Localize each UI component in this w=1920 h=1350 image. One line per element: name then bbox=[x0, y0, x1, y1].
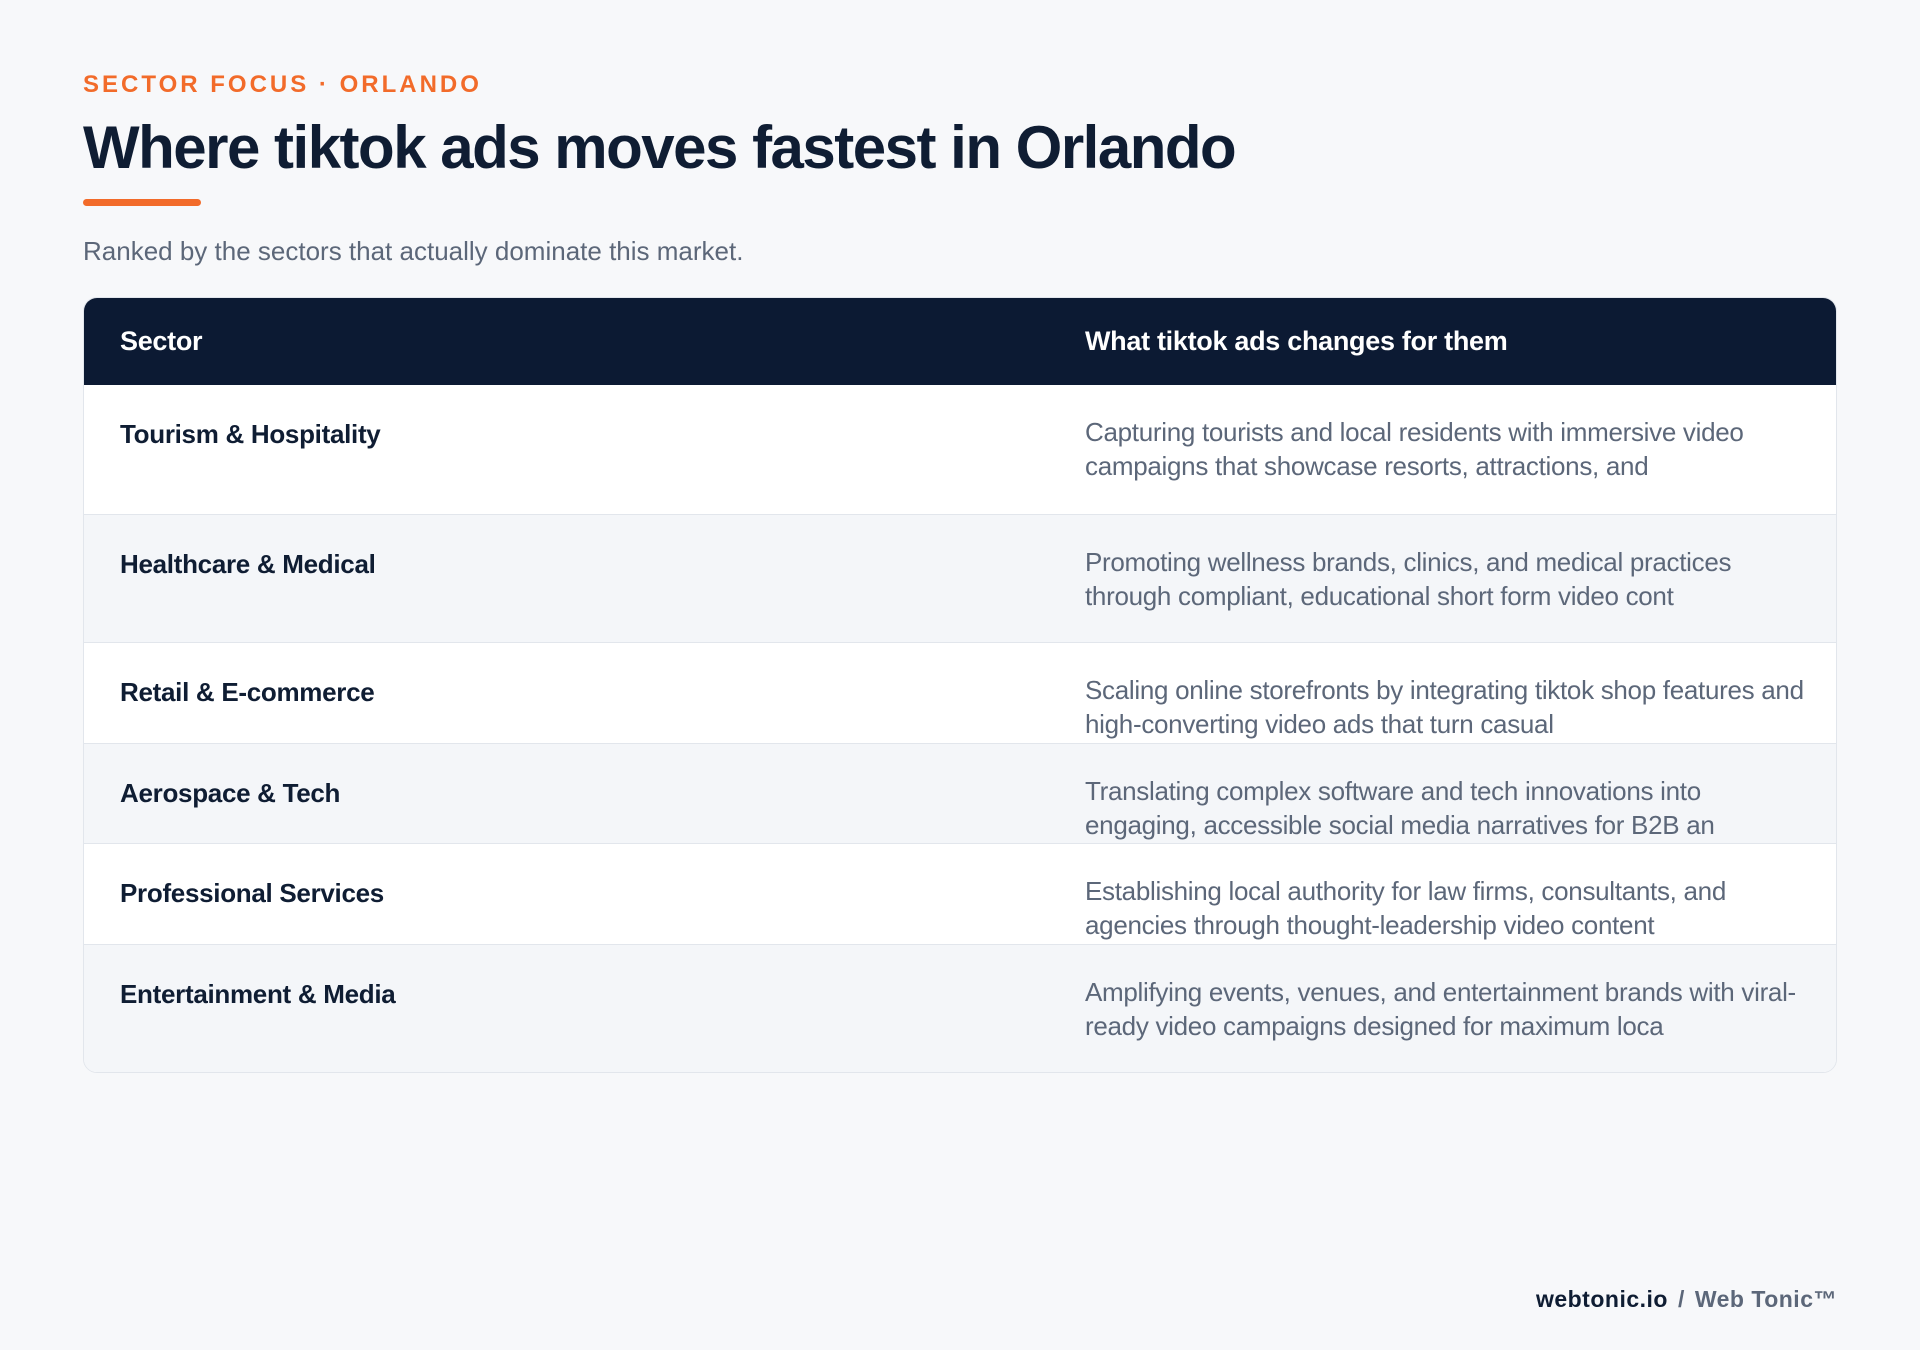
table-row: Retail & E-commerce Scaling online store… bbox=[84, 642, 1836, 743]
table-row: Aerospace & Tech Translating complex sof… bbox=[84, 743, 1836, 843]
sector-name: Aerospace & Tech bbox=[120, 778, 341, 808]
column-header-sector: Sector bbox=[120, 326, 203, 356]
table-row: Professional Services Establishing local… bbox=[84, 843, 1836, 944]
sector-change-description: Amplifying events, venues, and entertain… bbox=[1085, 977, 1796, 1041]
sector-table: Sector What tiktok ads changes for them … bbox=[83, 297, 1837, 1073]
sector-name: Professional Services bbox=[120, 878, 384, 908]
table-row: Tourism & Hospitality Capturing tourists… bbox=[84, 385, 1836, 514]
table-header: Sector What tiktok ads changes for them bbox=[84, 298, 1836, 385]
footer-brand-name: Web Tonic™ bbox=[1694, 1286, 1837, 1312]
eyebrow-label: SECTOR FOCUS · ORLANDO bbox=[83, 71, 482, 98]
sector-change-description: Scaling online storefronts by integratin… bbox=[1085, 675, 1804, 739]
sector-change-description: Promoting wellness brands, clinics, and … bbox=[1085, 547, 1732, 611]
sector-name: Tourism & Hospitality bbox=[120, 419, 381, 449]
page-title: Where tiktok ads moves fastest in Orland… bbox=[83, 114, 1237, 181]
sector-name: Entertainment & Media bbox=[120, 979, 396, 1009]
sector-change-description: Capturing tourists and local residents w… bbox=[1085, 417, 1744, 481]
sector-focus-page: SECTOR FOCUS · ORLANDO Where tiktok ads … bbox=[83, 0, 1837, 1350]
table-row: Entertainment & Media Amplifying events,… bbox=[84, 944, 1836, 1072]
sector-name: Healthcare & Medical bbox=[120, 549, 376, 579]
table-body: Tourism & Hospitality Capturing tourists… bbox=[84, 385, 1836, 1072]
sector-change-description: Establishing local authority for law fir… bbox=[1085, 876, 1726, 940]
footer-domain: webtonic.io bbox=[1535, 1286, 1668, 1312]
table-row: Healthcare & Medical Promoting wellness … bbox=[84, 514, 1836, 642]
sector-name: Retail & E-commerce bbox=[120, 677, 375, 707]
footer-brand-credit: webtonic.io / Web Tonic™ bbox=[1536, 1284, 1837, 1314]
footer-separator: / bbox=[1677, 1286, 1685, 1312]
sector-change-description: Translating complex software and tech in… bbox=[1085, 776, 1715, 840]
page-subtitle: Ranked by the sectors that actually domi… bbox=[83, 236, 744, 266]
title-accent-underline bbox=[83, 199, 201, 206]
column-header-change: What tiktok ads changes for them bbox=[1085, 326, 1508, 356]
